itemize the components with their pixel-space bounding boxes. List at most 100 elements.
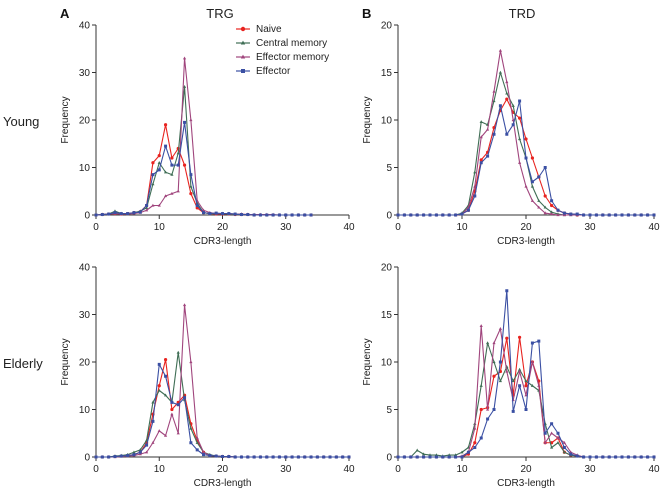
data-point-central-memory <box>195 440 199 444</box>
data-point-central-memory <box>447 453 451 457</box>
data-point-effector <box>284 455 288 459</box>
data-point-effector <box>607 213 611 217</box>
data-point-effector-memory <box>189 118 193 122</box>
data-point-effector <box>562 446 566 449</box>
data-point-effector-memory <box>518 369 522 373</box>
data-point-effector <box>303 455 307 459</box>
data-point-effector-memory <box>170 412 174 416</box>
data-point-effector-memory <box>182 56 187 60</box>
data-point-central-memory <box>479 383 483 387</box>
data-point-effector <box>447 455 451 459</box>
series-line-naive <box>95 124 312 216</box>
data-point-effector <box>530 180 534 184</box>
series-line-effector <box>96 363 349 458</box>
data-point-effector <box>126 212 130 216</box>
data-point-effector-memory <box>556 436 560 440</box>
legend-label-central-memory: Central memory <box>256 38 327 49</box>
data-point-naive <box>163 358 168 362</box>
data-point-effector <box>633 455 637 459</box>
data-point-naive <box>479 158 483 162</box>
data-point-central-memory <box>176 151 180 155</box>
data-point-central-memory <box>189 184 193 188</box>
data-point-effector <box>113 211 117 215</box>
data-point-effector-memory <box>176 189 180 193</box>
data-point-effector <box>151 173 155 177</box>
data-point-effector-memory <box>537 383 541 387</box>
y-tick-label: 10 <box>79 405 91 416</box>
data-point-effector <box>107 212 111 216</box>
data-point-effector <box>100 455 104 459</box>
data-point-effector <box>233 212 237 216</box>
data-point-effector <box>486 417 490 421</box>
data-point-effector <box>473 194 477 198</box>
x-tick-label: 10 <box>154 222 166 233</box>
data-point-effector <box>537 175 541 179</box>
x-tick-label: 40 <box>343 222 355 233</box>
x-tick-label: 0 <box>93 464 99 475</box>
data-point-naive <box>473 441 477 445</box>
data-point-naive <box>163 123 168 127</box>
y-axis-title: Frequency <box>60 338 71 385</box>
data-point-effector-memory <box>530 360 534 364</box>
data-point-effector <box>562 211 566 215</box>
data-point-effector <box>575 454 579 458</box>
data-point-effector-memory <box>479 135 483 139</box>
data-point-central-memory <box>550 210 554 214</box>
data-point-effector <box>126 454 130 458</box>
data-point-central-memory <box>176 350 180 354</box>
y-axis-title: Frequency <box>362 96 373 143</box>
panel-letter-b: B <box>362 6 371 21</box>
series-line-effector <box>398 290 654 458</box>
data-point-effector <box>409 213 413 217</box>
data-point-effector <box>221 212 224 216</box>
data-point-effector <box>543 431 547 435</box>
data-point-effector <box>195 448 199 452</box>
data-point-effector <box>233 455 237 459</box>
data-point-effector <box>582 213 586 217</box>
data-point-effector <box>151 419 155 423</box>
y-tick-label: 40 <box>79 21 91 32</box>
data-point-effector <box>157 168 161 172</box>
data-point-effector <box>639 455 643 459</box>
data-point-effector-memory <box>550 431 554 435</box>
data-point-effector <box>296 455 300 459</box>
x-tick-label: 40 <box>648 464 660 475</box>
data-point-effector <box>626 213 630 217</box>
data-point-central-memory <box>473 170 477 174</box>
y-tick-label: 5 <box>386 163 392 174</box>
data-point-effector <box>138 450 142 454</box>
series-line-central-memory <box>398 71 654 216</box>
data-point-central-memory <box>428 453 432 457</box>
data-point-effector <box>620 455 624 459</box>
data-point-effector-memory <box>151 203 155 207</box>
data-point-central-memory <box>492 360 496 364</box>
legend-item-naive: Naive <box>236 24 282 35</box>
data-point-effector <box>601 455 605 459</box>
data-point-effector-memory <box>505 369 509 373</box>
data-point-effector <box>277 455 281 459</box>
x-tick-label: 40 <box>648 222 660 233</box>
data-point-effector <box>202 211 206 215</box>
y-tick-label: 40 <box>79 263 91 274</box>
data-point-effector <box>505 132 509 136</box>
data-point-central-memory <box>479 120 483 123</box>
data-point-central-memory <box>151 182 155 186</box>
data-point-effector <box>195 204 199 207</box>
data-point-effector <box>265 213 269 217</box>
chart-trg-young: 0 10 20 30 40 0 10 20 30 40 CDR3-length Frequency <box>60 21 355 248</box>
data-point-effector <box>646 213 650 217</box>
x-tick-label: 10 <box>456 464 468 475</box>
data-point-effector <box>164 374 168 378</box>
data-point-effector <box>208 454 212 458</box>
series-line-effector-memory <box>398 50 654 216</box>
data-point-central-memory <box>415 448 419 452</box>
data-point-effector <box>556 431 560 435</box>
y-tick-label: 30 <box>79 310 91 321</box>
data-point-central-memory <box>543 205 547 209</box>
data-point-central-memory <box>518 137 522 141</box>
data-point-effector <box>157 362 161 366</box>
x-tick-label: 0 <box>395 222 401 233</box>
data-point-effector <box>328 455 332 459</box>
y-tick-label: 0 <box>84 211 90 222</box>
data-point-effector <box>447 213 451 217</box>
